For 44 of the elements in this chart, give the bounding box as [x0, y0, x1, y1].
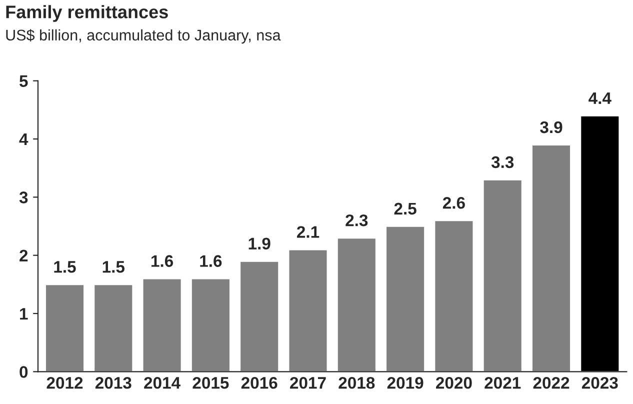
data-label: 4.4	[588, 92, 612, 104]
x-tick-label: 2020	[436, 376, 472, 389]
y-tick-label: 2	[20, 250, 28, 262]
bar	[190, 278, 231, 372]
data-label: 2.6	[442, 196, 465, 209]
data-label: 1.5	[54, 261, 76, 273]
data-label: 3.3	[491, 156, 514, 168]
y-tick-label: 1	[20, 308, 28, 320]
bar	[434, 220, 474, 372]
y-tick-label: 5	[20, 75, 28, 88]
data-label: 3.9	[540, 121, 562, 134]
x-tick-label: 2023	[582, 376, 618, 389]
data-label: 2.5	[394, 202, 416, 215]
x-tick-label: 2016	[241, 376, 278, 389]
chart-title: Family remittances	[6, 5, 168, 22]
x-tick-label: 2012	[46, 376, 83, 389]
x-tick-label: 2021	[484, 376, 521, 389]
y-tick-label: 3	[19, 192, 28, 204]
bar	[336, 237, 377, 372]
bar	[580, 115, 620, 372]
y-tick-label: 4	[19, 134, 28, 146]
bar	[385, 226, 426, 372]
bar	[482, 179, 523, 372]
bar	[142, 278, 182, 372]
bar	[44, 284, 85, 372]
bar	[288, 248, 328, 372]
x-tick-label: 2013	[95, 376, 132, 389]
bar	[93, 284, 134, 372]
bar	[531, 144, 572, 372]
x-tick-label: 2018	[338, 376, 375, 389]
data-label: 1.6	[152, 255, 174, 267]
x-tick-label: 2017	[290, 376, 326, 389]
y-tick-label: 0	[20, 366, 28, 378]
data-label: 1.5	[102, 261, 125, 273]
bar	[239, 260, 280, 372]
x-tick-label: 2015	[192, 376, 229, 389]
data-label: 1.9	[248, 238, 270, 250]
data-label: 1.6	[200, 255, 222, 267]
x-tick-label: 2019	[387, 376, 424, 389]
chart-subtitle: US$ billion, accumulated to January, nsa	[6, 29, 281, 44]
data-label: 2.3	[346, 214, 368, 226]
x-tick-label: 2022	[533, 376, 570, 389]
x-tick-label: 2014	[144, 376, 180, 389]
data-label: 2.1	[296, 226, 320, 238]
